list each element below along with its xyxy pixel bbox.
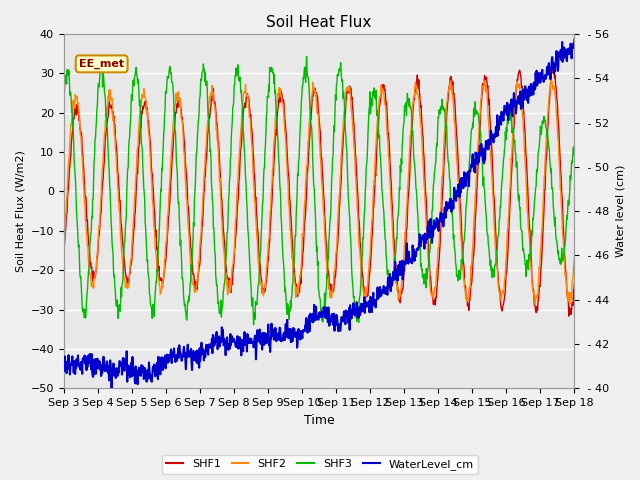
Y-axis label: Water level (cm): Water level (cm) [615, 165, 625, 257]
Line: SHF2: SHF2 [64, 78, 575, 305]
SHF3 [324, 256, 332, 262]
SHF2 [429, 291, 436, 297]
SHF2 [195, 259, 203, 265]
SHF2 [538, 227, 546, 233]
SHF1 [538, 263, 545, 268]
Line: SHF1: SHF1 [64, 63, 575, 316]
WaterLevel_cm [196, 345, 204, 351]
SHF3 [571, 143, 579, 149]
SHF1 [60, 242, 68, 248]
SHF3 [303, 54, 310, 60]
WaterLevel_cm [324, 319, 332, 325]
WaterLevel_cm [250, 342, 258, 348]
Title: Soil Heat Flux: Soil Heat Flux [266, 15, 372, 30]
SHF3 [430, 180, 438, 185]
SHF3 [127, 118, 134, 123]
WaterLevel_cm [571, 36, 579, 42]
Line: SHF3: SHF3 [64, 57, 575, 324]
SHF3 [250, 322, 257, 327]
SHF3 [195, 109, 203, 115]
SHF3 [250, 311, 258, 316]
SHF2 [324, 273, 332, 279]
Y-axis label: Soil Heat Flux (W/m2): Soil Heat Flux (W/m2) [15, 150, 25, 272]
SHF2 [547, 75, 555, 81]
WaterLevel_cm [108, 387, 115, 393]
WaterLevel_cm [538, 72, 546, 78]
SHF1 [324, 263, 332, 269]
SHF2 [60, 246, 68, 252]
Text: EE_met: EE_met [79, 59, 124, 69]
SHF1 [250, 155, 257, 160]
X-axis label: Time: Time [304, 414, 335, 427]
SHF3 [538, 118, 546, 124]
SHF1 [195, 263, 203, 269]
WaterLevel_cm [60, 356, 68, 362]
Line: WaterLevel_cm: WaterLevel_cm [64, 39, 575, 390]
SHF2 [571, 254, 579, 260]
SHF2 [250, 177, 257, 183]
SHF1 [429, 297, 436, 303]
SHF2 [531, 302, 539, 308]
Legend: SHF1, SHF2, SHF3, WaterLevel_cm: SHF1, SHF2, SHF3, WaterLevel_cm [162, 455, 478, 474]
SHF1 [565, 313, 573, 319]
WaterLevel_cm [127, 372, 135, 378]
WaterLevel_cm [429, 226, 437, 232]
SHF2 [127, 258, 134, 264]
SHF3 [60, 91, 68, 97]
SHF1 [127, 263, 134, 269]
SHF1 [549, 60, 557, 66]
SHF1 [571, 279, 579, 285]
